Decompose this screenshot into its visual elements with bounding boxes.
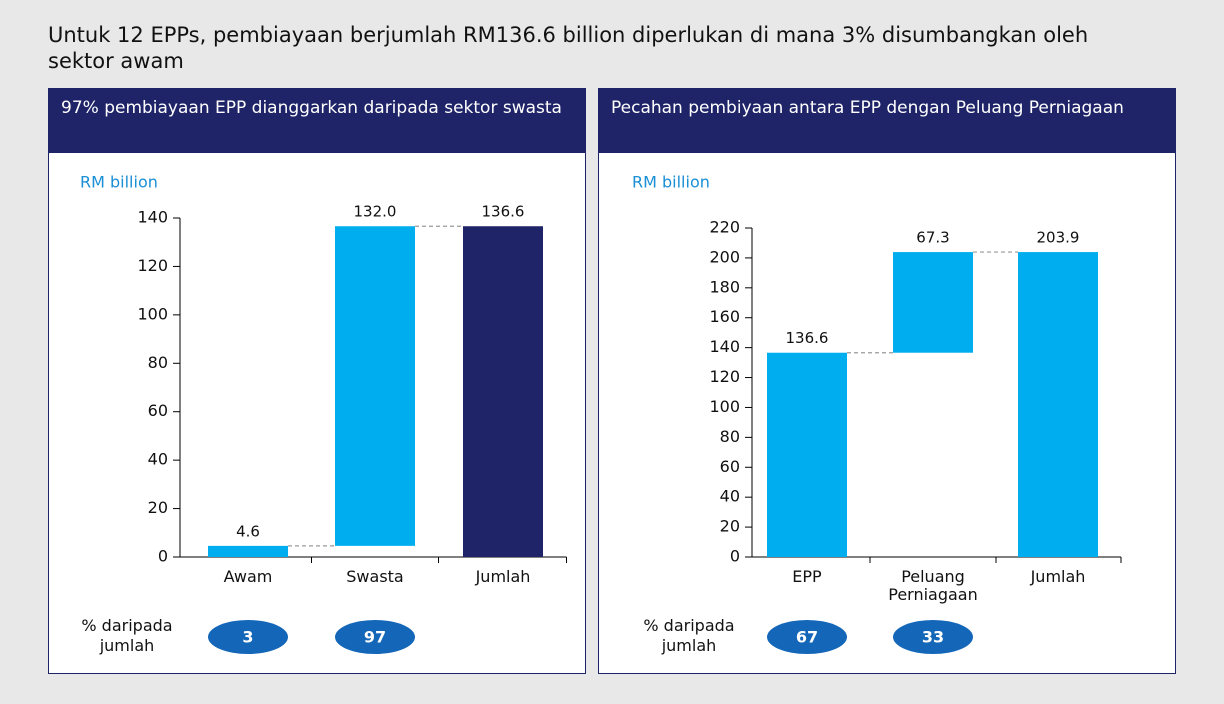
share-badge (208, 620, 288, 654)
share-value: 67 (796, 628, 818, 647)
share-label: % daripada jumlah (81, 616, 173, 655)
value-label: 132.0 (354, 203, 397, 221)
y-tick-label: 140 (137, 208, 168, 227)
share-badge (893, 620, 973, 654)
x-tick-label: EPP (792, 567, 822, 586)
panel-header: 97% pembiayaan EPP dianggarkan daripada … (49, 89, 585, 153)
y-tick-label: 60 (720, 457, 740, 476)
y-tick-label: 80 (148, 353, 168, 372)
panel-header: Pecahan pembiyaan antara EPP dengan Pelu… (599, 89, 1175, 153)
x-tick-label: Jumlah (1030, 567, 1086, 586)
y-tick-label: 0 (158, 547, 168, 566)
share-value: 33 (922, 628, 944, 647)
y-tick-label: 60 (148, 401, 168, 420)
share-badge (767, 620, 847, 654)
y-tick-label: 140 (709, 337, 740, 356)
bar (463, 226, 543, 558)
x-tick-label: Peluang Perniagaan (888, 567, 978, 604)
bar (1018, 252, 1098, 557)
page-title: Untuk 12 EPPs, pembiayaan berjumlah RM13… (48, 23, 1089, 73)
x-tick-label: Jumlah (475, 567, 531, 586)
y-tick-label: 220 (709, 218, 740, 237)
y-tick-label: 200 (709, 247, 740, 266)
y-tick-label: 0 (730, 547, 740, 566)
y-tick-label: 120 (137, 256, 168, 275)
share-badge (335, 620, 415, 654)
y-tick-label: 40 (720, 487, 740, 506)
share-value: 3 (242, 628, 253, 647)
x-tick-label: Swasta (346, 567, 404, 586)
bar (335, 226, 415, 546)
bar (893, 252, 973, 353)
y-axis-label: RM billion (80, 173, 158, 192)
y-tick-label: 100 (137, 304, 168, 323)
y-axis-label: RM billion (632, 173, 710, 192)
x-tick-label: Awam (223, 567, 273, 586)
bar (208, 545, 288, 557)
y-tick-label: 180 (709, 277, 740, 296)
y-tick-label: 80 (720, 427, 740, 446)
y-tick-label: 120 (709, 367, 740, 386)
value-label: 67.3 (916, 229, 949, 247)
share-value: 97 (364, 628, 386, 647)
y-tick-label: 20 (720, 517, 740, 536)
y-tick-label: 100 (709, 397, 740, 416)
y-tick-label: 20 (148, 498, 168, 517)
y-tick-label: 160 (709, 307, 740, 326)
share-label: % daripada jumlah (643, 616, 735, 655)
value-label: 203.9 (1037, 229, 1080, 247)
value-label: 136.6 (482, 203, 525, 221)
bar (767, 352, 847, 557)
value-label: 4.6 (236, 522, 260, 540)
value-label: 136.6 (786, 329, 829, 347)
y-tick-label: 40 (148, 450, 168, 469)
